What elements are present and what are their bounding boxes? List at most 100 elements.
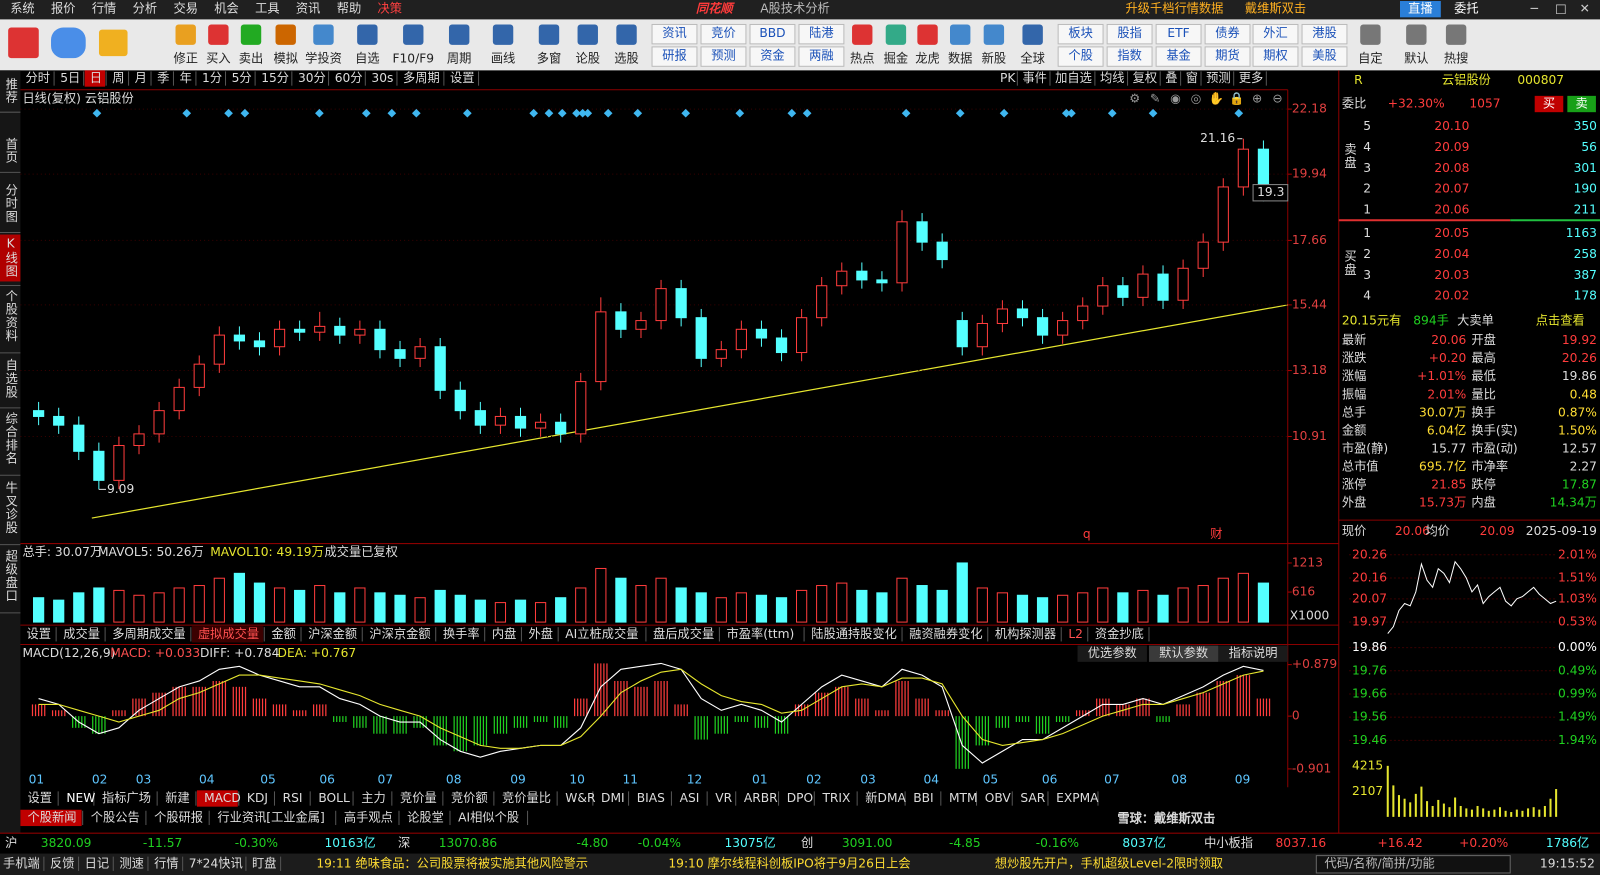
chart-icon[interactable]: ◎ — [1191, 91, 1202, 105]
toolbar-button[interactable]: 买入 — [206, 52, 230, 66]
formula-tab[interactable]: MACD — [204, 791, 241, 805]
link[interactable]: 升级千档行情数据 — [1126, 1, 1224, 16]
indicator-tab[interactable]: 市盈率(ttm) — [727, 626, 795, 641]
formula-tab[interactable]: ARBR — [744, 791, 778, 805]
indicator-tab[interactable]: 陆股通持股变化 — [811, 626, 897, 641]
indicator-tab[interactable]: 沪深金额 — [308, 626, 357, 641]
toolbar-button[interactable]: 预测 — [711, 49, 735, 63]
menu-item[interactable]: 工具 — [255, 2, 279, 16]
footer-tab[interactable]: 行情 — [154, 856, 178, 870]
toolbar-button[interactable]: 港股 — [1312, 26, 1336, 40]
menu-item[interactable]: 行情 — [92, 2, 116, 16]
indicator-tab[interactable]: 多周期成交量 — [112, 626, 185, 641]
period-tab[interactable]: 15分 — [261, 71, 289, 85]
toolbar-button[interactable]: 学投资 — [305, 51, 342, 66]
toolbar-button[interactable]: 个股 — [1068, 49, 1092, 63]
chart-icon[interactable]: ⊕ — [1252, 91, 1262, 105]
menu-item[interactable]: 系统 — [10, 2, 34, 16]
news-tab[interactable]: 行业资讯[工业金属] — [217, 809, 324, 824]
indicator-tab[interactable]: 机构探测器 — [995, 626, 1056, 641]
formula-tab[interactable]: BIAS — [637, 791, 665, 805]
formula-tab[interactable]: BOLL — [318, 791, 350, 805]
toolbar-button[interactable]: 修正 — [173, 51, 197, 66]
button[interactable]: 卖 — [1576, 97, 1588, 111]
toolbar-button[interactable]: 期权 — [1263, 49, 1287, 63]
period-tab[interactable]: 30分 — [298, 71, 326, 85]
formula-tab[interactable]: NEW — [66, 791, 95, 805]
side-tab[interactable]: 综合排名 — [4, 412, 18, 465]
side-tab[interactable]: 牛叉诊股 — [4, 480, 18, 534]
period-tab[interactable]: 日 — [90, 71, 102, 85]
period-tab[interactable]: 月 — [135, 71, 147, 85]
toolbar-button[interactable]: 股指 — [1117, 25, 1141, 40]
formula-tab[interactable]: 新建 — [165, 790, 189, 805]
toolbar-button[interactable]: 期货 — [1215, 48, 1239, 63]
news-tab[interactable]: 高手观点 — [344, 809, 393, 824]
toolbar-button[interactable]: 外汇 — [1263, 26, 1287, 40]
formula-tab[interactable]: W&R — [565, 791, 596, 805]
news-tab[interactable]: 个股新闻 — [28, 809, 77, 824]
button[interactable]: 优选参数 — [1088, 645, 1137, 660]
toolbar-button[interactable]: 竞价 — [711, 26, 735, 40]
chart-icon[interactable]: 🔒 — [1229, 91, 1244, 105]
indicator-tab[interactable]: 资金抄底 — [1095, 626, 1144, 641]
toolbar-button[interactable]: 龙虎 — [915, 52, 939, 66]
toolbar-button[interactable]: 资讯 — [662, 26, 686, 40]
chart-tool[interactable]: 均线 — [1100, 71, 1124, 85]
news-tab[interactable]: AI相似个股 — [458, 810, 519, 824]
side-tab[interactable]: 首页 — [4, 137, 18, 164]
link[interactable]: 戴维斯双击 — [1245, 1, 1306, 16]
chart-tool[interactable]: 更多 — [1239, 71, 1263, 85]
formula-tab[interactable]: BBI — [913, 791, 933, 805]
toolbar-button[interactable]: 两融 — [809, 49, 833, 63]
toolbar-button[interactable]: 自定 — [1358, 51, 1382, 66]
side-tab[interactable]: 超级盘口 — [4, 548, 18, 602]
toolbar-button[interactable]: 多窗 — [537, 52, 561, 66]
chart-tool[interactable]: 加自选 — [1055, 71, 1092, 85]
event-mark[interactable]: 财 — [1210, 527, 1222, 541]
footer-tab[interactable]: 测速 — [119, 856, 143, 870]
formula-tab[interactable]: 设置 — [28, 791, 52, 805]
toolbar-button[interactable]: 卖出 — [239, 52, 263, 66]
menu-item[interactable]: 分析 — [133, 2, 157, 16]
toolbar-button[interactable]: F10/F9 — [392, 52, 434, 66]
chart-icon[interactable]: ⚙ — [1129, 91, 1140, 105]
formula-tab[interactable]: 指标广场 — [102, 790, 151, 805]
footer-tab[interactable]: 盯盘 — [252, 855, 276, 870]
toolbar-button[interactable]: 热点 — [850, 52, 874, 66]
menu-item[interactable]: 报价 — [51, 1, 75, 16]
news-ticker[interactable]: 19:10 摩尔线程科创板IPO将于9月26日上会 — [668, 855, 910, 870]
window-control[interactable]: ─ — [1530, 2, 1539, 16]
period-tab[interactable]: 5分 — [232, 71, 252, 85]
indicator-tab[interactable]: 外盘 — [529, 626, 553, 641]
period-tab[interactable]: 分时 — [26, 71, 50, 85]
toolbar-button[interactable]: 热搜 — [1444, 51, 1468, 66]
search-input[interactable]: 代码/名称/简拼/功能 — [1324, 855, 1434, 870]
indicator-tab[interactable]: 成交量 — [63, 626, 100, 641]
menu-item[interactable]: 交易 — [173, 1, 197, 16]
menu-item[interactable]: 机会 — [214, 2, 238, 16]
toolbar-button[interactable]: 自选 — [355, 52, 379, 66]
chart-icon[interactable]: ⊖ — [1272, 91, 1282, 105]
period-tab[interactable]: 周 — [112, 71, 124, 85]
chart-tool[interactable]: 叠 — [1165, 71, 1177, 85]
period-tab[interactable]: 5日 — [60, 71, 80, 85]
button[interactable]: 委托 — [1454, 2, 1478, 16]
chart-tool[interactable]: 事件 — [1022, 71, 1046, 85]
toolbar-button[interactable]: 美股 — [1312, 49, 1336, 63]
side-tab[interactable]: 个股资料 — [4, 289, 18, 342]
menu-item[interactable]: 帮助 — [337, 2, 361, 16]
period-tab[interactable]: 多周期 — [403, 71, 440, 85]
toolbar-button[interactable]: BBD — [759, 26, 785, 40]
indicator-tab[interactable]: 沪深京金额 — [369, 626, 430, 641]
toolbar-button[interactable]: 数据 — [948, 51, 972, 66]
period-tab[interactable]: 年 — [180, 71, 192, 85]
formula-tab[interactable]: 竞价额 — [451, 791, 488, 805]
formula-tab[interactable]: OBV — [985, 791, 1012, 805]
formula-tab[interactable]: 竞价量比 — [502, 791, 551, 805]
formula-tab[interactable]: MTM — [949, 791, 978, 805]
side-tab[interactable]: 分时图 — [4, 183, 18, 223]
footer-tab[interactable]: 7*24快讯 — [189, 856, 243, 870]
formula-tab[interactable]: EXPMA — [1056, 791, 1099, 805]
toolbar-button[interactable]: 债券 — [1215, 25, 1239, 40]
